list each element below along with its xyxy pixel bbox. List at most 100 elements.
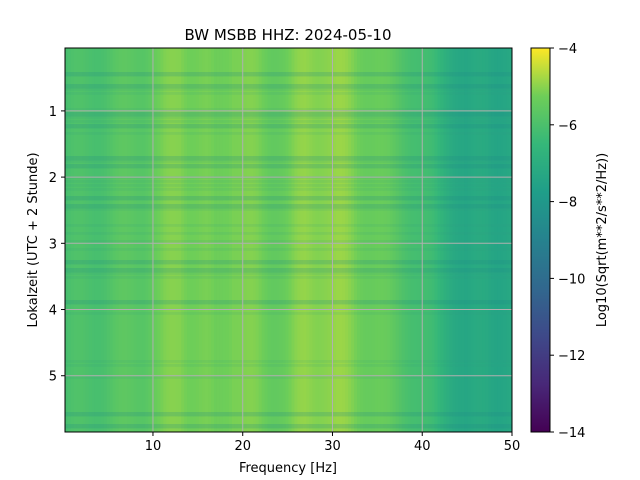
heatmap-column [222, 48, 227, 432]
heatmap-column [312, 48, 316, 432]
heatmap-band [65, 156, 512, 161]
heatmap-column [187, 48, 191, 432]
heatmap-column [276, 48, 281, 432]
colorbar [530, 47, 551, 433]
heatmap-column [172, 48, 176, 432]
heatmap-column [431, 48, 436, 432]
grid-lines [65, 48, 513, 432]
heatmap-column [169, 48, 173, 432]
heatmap-column [345, 48, 349, 432]
x-tick-label: 20 [234, 439, 251, 454]
heatmap-column [211, 48, 215, 432]
heatmap-column [249, 48, 254, 432]
heatmap-band [65, 84, 512, 89]
heatmap-column [267, 48, 272, 432]
heatmap-band [65, 208, 512, 211]
heatmap-column [318, 48, 322, 432]
heatmap-column [208, 48, 212, 432]
heatmap-column [130, 48, 135, 432]
heatmap-column [377, 48, 382, 432]
heatmap-column [315, 48, 319, 432]
heatmap-column [494, 48, 498, 432]
y-axis: 1 2 3 4 5 [49, 105, 65, 385]
heatmap-column [139, 48, 144, 432]
heatmap-column [488, 48, 492, 432]
heatmap-column [279, 48, 284, 432]
heatmap-column [184, 48, 188, 432]
heatmap-column [273, 48, 278, 432]
heatmap-band [65, 196, 512, 201]
heatmap-band [65, 276, 512, 279]
heatmap-column [219, 48, 224, 432]
heatmap-column [106, 48, 111, 432]
heatmap-column [121, 48, 126, 432]
colorbar-tick-label: −12 [558, 349, 585, 364]
heatmap-column [449, 48, 453, 432]
colorbar-tick-label: −8 [558, 196, 577, 211]
heatmap-column [148, 48, 153, 432]
heatmap-column [270, 48, 275, 432]
colorbar-tick-label: −10 [558, 272, 585, 287]
heatmap-column [181, 48, 185, 432]
heatmap-column [327, 48, 331, 432]
heatmap-column [261, 48, 266, 432]
heatmap-column [306, 48, 310, 432]
heatmap-band [65, 160, 512, 163]
heatmap-column [136, 48, 141, 432]
spectrogram-heatmap [65, 48, 512, 432]
heatmap-column [482, 48, 486, 432]
heatmap-column [446, 48, 451, 432]
x-tick-label: 10 [145, 439, 162, 454]
heatmap-column [163, 48, 167, 432]
heatmap-column [342, 48, 346, 432]
heatmap-column [422, 48, 427, 432]
heatmap-column [288, 48, 293, 432]
heatmap-column [205, 48, 209, 432]
heatmap-column [336, 48, 340, 432]
y-tick-label: 4 [49, 304, 57, 319]
colorbar-axis: −4 −6 −8 −10 −12 −14 [550, 42, 585, 441]
heatmap-column [214, 48, 218, 432]
heatmap-column [157, 48, 161, 432]
y-tick-label: 1 [49, 105, 57, 120]
heatmap-band [65, 300, 512, 305]
heatmap-column [294, 48, 299, 432]
heatmap-column [124, 48, 129, 432]
heatmap-band [65, 272, 512, 275]
heatmap-column [234, 48, 239, 432]
heatmap-column [351, 48, 355, 432]
colorbar-tick-label: −4 [558, 42, 577, 57]
heatmap-column [216, 48, 221, 432]
colorbar-label: Log10(Sqrt(m**2/s**2/Hz)) [595, 153, 610, 327]
heatmap-column [440, 48, 445, 432]
heatmap-band [65, 116, 512, 119]
heatmap-column [115, 48, 120, 432]
heatmap-column [127, 48, 132, 432]
heatmap-column [389, 48, 394, 432]
heatmap-column [85, 48, 90, 432]
colorbar-tick-label: −6 [558, 119, 577, 134]
heatmap-band [65, 240, 512, 243]
heatmap-column [142, 48, 147, 432]
heatmap-column [461, 48, 465, 432]
heatmap-band [65, 360, 512, 363]
heatmap-band [65, 108, 512, 111]
heatmap-column [65, 48, 69, 432]
heatmap-column [82, 48, 87, 432]
heatmap-column [193, 48, 197, 432]
heatmap-band [65, 260, 512, 265]
heatmap-column [228, 48, 233, 432]
heatmap-band [65, 188, 512, 191]
y-axis-label: Lokalzeit (UTC + 2 Stunde) [26, 152, 41, 327]
heatmap-column [246, 48, 251, 432]
heatmap-column [291, 48, 296, 432]
heatmap-band [65, 72, 512, 77]
heatmap-column [437, 48, 442, 432]
heatmap-column [73, 48, 78, 432]
heatmap-column [103, 48, 108, 432]
heatmap-band [65, 248, 512, 251]
heatmap-column [476, 48, 480, 432]
heatmap-column [339, 48, 343, 432]
heatmap-column [154, 48, 158, 432]
